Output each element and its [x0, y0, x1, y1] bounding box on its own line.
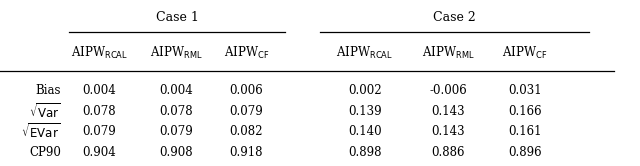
- Text: 0.908: 0.908: [159, 146, 193, 159]
- Text: 0.143: 0.143: [431, 125, 465, 138]
- Text: 0.161: 0.161: [508, 125, 541, 138]
- Text: $\sqrt{\rm Var}$: $\sqrt{\rm Var}$: [29, 102, 61, 121]
- Text: 0.079: 0.079: [159, 125, 193, 138]
- Text: -0.006: -0.006: [429, 84, 467, 97]
- Text: 0.006: 0.006: [230, 84, 263, 97]
- Text: CP90: CP90: [29, 146, 61, 159]
- Text: 0.082: 0.082: [230, 125, 263, 138]
- Text: Case 2: Case 2: [433, 11, 476, 24]
- Text: 0.031: 0.031: [508, 84, 541, 97]
- Text: Bias: Bias: [35, 84, 61, 97]
- Text: 0.079: 0.079: [230, 105, 263, 118]
- Text: 0.143: 0.143: [431, 105, 465, 118]
- Text: 0.079: 0.079: [83, 125, 116, 138]
- Text: 0.004: 0.004: [83, 84, 116, 97]
- Text: 0.078: 0.078: [83, 105, 116, 118]
- Text: 0.139: 0.139: [348, 105, 381, 118]
- Text: 0.898: 0.898: [348, 146, 381, 159]
- Text: 0.002: 0.002: [348, 84, 381, 97]
- Text: AIPW$_{\rm RCAL}$: AIPW$_{\rm RCAL}$: [71, 45, 127, 61]
- Text: 0.004: 0.004: [159, 84, 193, 97]
- Text: AIPW$_{\rm RCAL}$: AIPW$_{\rm RCAL}$: [337, 45, 393, 61]
- Text: 0.904: 0.904: [83, 146, 116, 159]
- Text: AIPW$_{\rm CF}$: AIPW$_{\rm CF}$: [224, 45, 269, 61]
- Text: 0.140: 0.140: [348, 125, 381, 138]
- Text: Case 1: Case 1: [156, 11, 198, 24]
- Text: 0.166: 0.166: [508, 105, 541, 118]
- Text: $\sqrt{\rm EVar}$: $\sqrt{\rm EVar}$: [22, 123, 61, 141]
- Text: AIPW$_{\rm RML}$: AIPW$_{\rm RML}$: [422, 45, 474, 61]
- Text: 0.078: 0.078: [159, 105, 193, 118]
- Text: 0.918: 0.918: [230, 146, 263, 159]
- Text: 0.896: 0.896: [508, 146, 541, 159]
- Text: 0.886: 0.886: [431, 146, 465, 159]
- Text: AIPW$_{\rm RML}$: AIPW$_{\rm RML}$: [150, 45, 202, 61]
- Text: AIPW$_{\rm CF}$: AIPW$_{\rm CF}$: [502, 45, 547, 61]
